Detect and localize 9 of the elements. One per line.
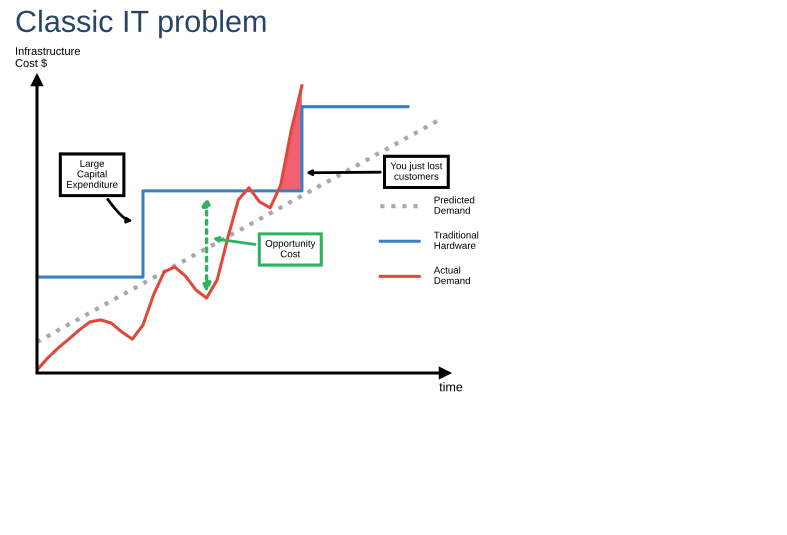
annotation: Large Capital Expenditure bbox=[66, 160, 118, 190]
x-axis-title: time bbox=[439, 382, 462, 392]
y-axis-title: Infrastructure Cost $ bbox=[16, 46, 80, 68]
annotation: Opportunity Cost bbox=[266, 240, 316, 258]
chart-title: Classic IT problem bbox=[16, 10, 266, 38]
legend-label: Predicted Demand bbox=[434, 196, 474, 214]
legend-label: Traditional Hardware bbox=[434, 231, 478, 249]
annotation: You just lost customers bbox=[390, 162, 442, 180]
legend-label: Actual Demand bbox=[434, 266, 470, 284]
